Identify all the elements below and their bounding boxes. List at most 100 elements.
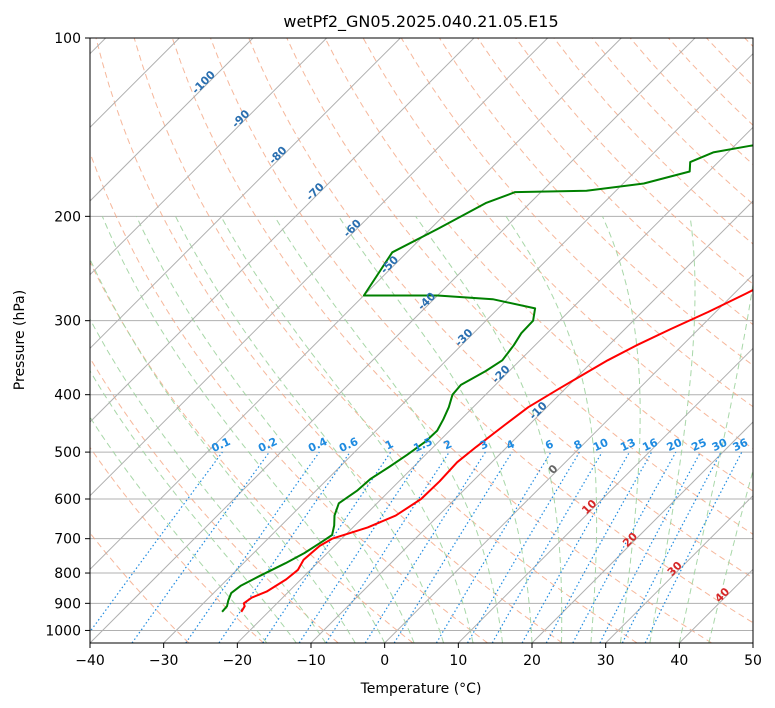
- dry-adiabat: [90, 357, 339, 643]
- dry-adiabat: [133, 38, 638, 643]
- mixing-ratio-line: [185, 451, 320, 643]
- dry-adiabats: [90, 38, 753, 643]
- x-tick-label: −10: [296, 653, 326, 669]
- y-tick-label: 800: [54, 566, 81, 582]
- mixing-ratio-label: 30: [710, 436, 730, 454]
- y-tick-label: 100: [54, 31, 81, 47]
- x-tick-label: 20: [523, 653, 541, 669]
- dry-adiabat: [95, 38, 563, 643]
- isotherm: [90, 38, 622, 571]
- mixing-ratio-label: 13: [618, 436, 637, 454]
- plot-labels: -100-90-80-70-60-50-40-30-20-10010203040…: [189, 68, 750, 605]
- mixing-ratio-line: [521, 451, 631, 643]
- moist-adiabat: [90, 369, 297, 643]
- dry-adiabat: [744, 38, 753, 48]
- isotherm: [384, 273, 753, 643]
- mixing-ratio-line: [218, 451, 351, 643]
- isotherm: [90, 38, 475, 423]
- temperature-line: [240, 288, 753, 613]
- x-tick-label: 10: [449, 653, 467, 669]
- dry-adiabat: [286, 38, 753, 535]
- y-tick-label: 1000: [45, 623, 81, 639]
- moist-adiabat: [274, 216, 503, 643]
- isotherm: [752, 642, 753, 643]
- x-tick-label: −30: [149, 653, 179, 669]
- mixing-ratio-label: 20: [665, 436, 685, 454]
- moist-adiabats: [90, 216, 753, 643]
- chart-title: wetPf2_GN05.2025.040.21.05.E15: [283, 12, 558, 32]
- y-tick-label: 900: [54, 596, 81, 612]
- moist-adiabat: [678, 281, 753, 643]
- isotherm-label: -10: [527, 399, 550, 422]
- moist-adiabat: [708, 468, 753, 643]
- moist-adiabat: [602, 216, 641, 643]
- isotherm: [90, 38, 696, 643]
- x-tick-label: 0: [380, 653, 389, 669]
- dry-adiabat: [515, 38, 753, 285]
- x-tick-label: 40: [670, 653, 688, 669]
- mixing-ratio-line: [90, 451, 223, 633]
- dry-adiabat: [90, 446, 264, 643]
- isotherm-label: -100: [189, 68, 218, 97]
- mixing-ratio-line: [466, 451, 580, 643]
- mixing-ratio-line: [262, 451, 392, 643]
- moist-adiabat: [90, 257, 356, 643]
- mixing-ratio-line: [131, 451, 270, 643]
- isotherms: [90, 38, 753, 643]
- dry-adiabat: [90, 532, 190, 643]
- moist-adiabat: [338, 216, 533, 643]
- dry-adiabat: [553, 38, 753, 245]
- isotherm: [90, 38, 401, 350]
- isotherm-label: 30: [665, 559, 685, 579]
- isotherm: [90, 38, 328, 276]
- y-tick-label: 400: [54, 388, 81, 404]
- dry-adiabat: [248, 38, 753, 579]
- dry-adiabat: [90, 260, 414, 643]
- dry-adiabat: [171, 38, 712, 643]
- moist-adiabat: [649, 216, 696, 643]
- mixing-ratio-line: [644, 451, 743, 643]
- x-tick-label: −20: [223, 653, 253, 669]
- x-tick-label: 30: [597, 653, 615, 669]
- moist-adiabat: [505, 216, 598, 643]
- y-axis-ticks: 100 200 300 400 500 600 700 800 900 1000: [45, 31, 90, 639]
- y-tick-label: 600: [54, 492, 81, 508]
- mixing-ratio-line: [599, 451, 702, 643]
- mixing-ratio-line: [298, 451, 425, 643]
- x-axis-label: Temperature (°C): [360, 681, 482, 697]
- dry-adiabat: [668, 38, 753, 126]
- mixing-ratio-label: 16: [640, 436, 660, 454]
- x-axis-ticks: −40 −30 −20 −10 0 10 20 30 40 50: [75, 643, 762, 669]
- moist-adiabat: [175, 216, 445, 643]
- y-tick-label: 300: [54, 314, 81, 330]
- plot-frame: [89, 37, 754, 644]
- mixing-ratio-line: [325, 451, 450, 643]
- mixing-ratio-label: 4: [504, 437, 517, 452]
- mixing-ratio-line: [545, 451, 653, 643]
- dry-adiabat: [90, 151, 488, 643]
- y-tick-label: 500: [54, 445, 81, 461]
- x-tick-label: −40: [75, 653, 105, 669]
- mixing-ratio-lines: [90, 451, 743, 643]
- mixing-ratio-label: 3: [478, 437, 490, 452]
- dry-adiabat: [706, 38, 753, 87]
- mixing-ratio-label: 25: [689, 436, 708, 454]
- moist-adiabat: [90, 318, 327, 643]
- isotherm: [90, 38, 549, 497]
- dry-adiabat: [210, 38, 753, 624]
- dry-adiabat: [591, 38, 753, 205]
- isotherm-label: 40: [712, 585, 732, 605]
- isotherm: [310, 200, 753, 643]
- grid: [90, 37, 753, 631]
- isotherm: [605, 494, 753, 643]
- isotherm: [531, 421, 753, 643]
- moist-adiabat: [415, 216, 563, 643]
- x-tick-label: 50: [744, 653, 762, 669]
- mixing-ratio-label: 6: [543, 437, 556, 452]
- isotherm-label: -30: [452, 326, 475, 349]
- mixing-ratio-line: [435, 451, 552, 643]
- isotherm: [163, 52, 753, 643]
- mixing-ratio-label: 10: [591, 436, 611, 454]
- y-tick-label: 700: [54, 532, 81, 548]
